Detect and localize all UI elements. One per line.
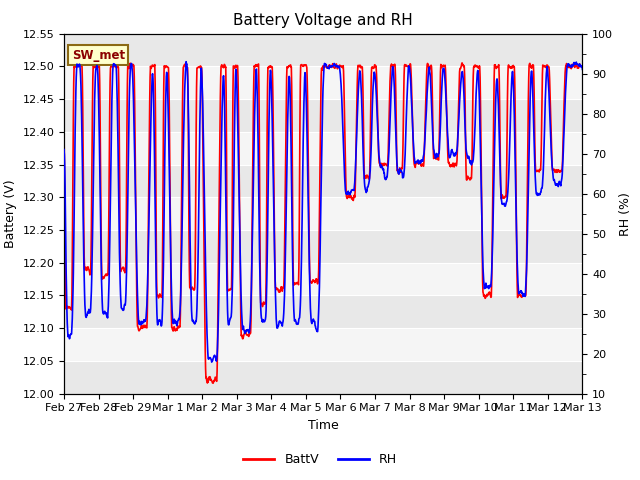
- Bar: [64, 165, 582, 197]
- Y-axis label: RH (%): RH (%): [619, 192, 632, 236]
- Legend: BattV, RH: BattV, RH: [238, 448, 402, 471]
- X-axis label: Time: Time: [308, 419, 339, 432]
- Bar: [64, 263, 582, 295]
- Bar: [64, 34, 582, 66]
- Bar: [64, 361, 582, 394]
- Bar: [64, 66, 582, 99]
- Bar: [64, 295, 582, 328]
- Bar: [64, 328, 582, 361]
- Y-axis label: Battery (V): Battery (V): [4, 180, 17, 248]
- Text: SW_met: SW_met: [72, 49, 125, 62]
- Bar: [64, 132, 582, 165]
- Bar: [64, 99, 582, 132]
- Title: Battery Voltage and RH: Battery Voltage and RH: [234, 13, 413, 28]
- Bar: [64, 197, 582, 230]
- Bar: [64, 230, 582, 263]
